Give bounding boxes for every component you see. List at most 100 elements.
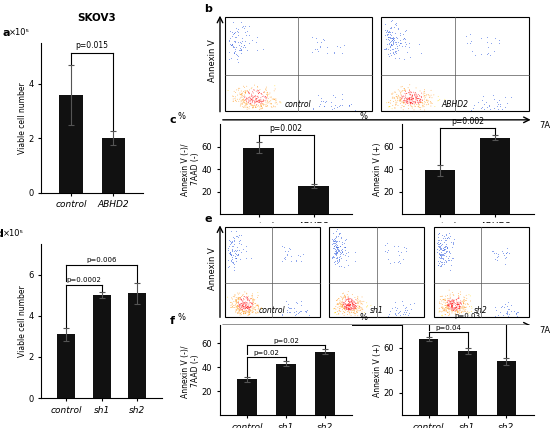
Point — [354, 296, 362, 303]
Point — [382, 31, 391, 38]
Point — [399, 99, 408, 106]
Point — [237, 303, 246, 310]
Point — [236, 18, 245, 25]
Point — [316, 44, 325, 51]
Point — [442, 231, 450, 238]
Point — [437, 255, 446, 262]
Point — [437, 262, 446, 268]
Point — [349, 297, 358, 304]
Point — [248, 98, 257, 105]
Point — [453, 300, 461, 307]
Point — [403, 96, 411, 103]
Point — [384, 256, 393, 263]
Point — [332, 246, 341, 253]
Point — [384, 36, 393, 43]
Point — [340, 305, 349, 312]
Point — [284, 304, 293, 311]
Point — [446, 294, 455, 301]
Point — [285, 308, 294, 315]
Point — [496, 101, 505, 108]
Point — [238, 307, 247, 314]
Point — [381, 36, 390, 42]
Point — [404, 105, 413, 112]
Point — [439, 233, 448, 240]
Point — [246, 295, 255, 302]
Point — [240, 293, 249, 300]
Point — [262, 95, 271, 102]
Point — [241, 308, 250, 315]
Point — [422, 97, 431, 104]
Point — [388, 35, 397, 42]
Point — [444, 303, 453, 310]
Point — [239, 309, 248, 316]
Bar — [458, 351, 477, 415]
Point — [395, 94, 404, 101]
Point — [227, 239, 235, 246]
Point — [344, 302, 353, 309]
Point — [234, 85, 243, 92]
Point — [262, 95, 271, 101]
Point — [384, 53, 393, 59]
Point — [387, 36, 396, 43]
Point — [333, 104, 342, 111]
Point — [246, 95, 255, 102]
Point — [442, 253, 450, 259]
Point — [249, 94, 258, 101]
Point — [246, 100, 255, 107]
Point — [394, 42, 403, 48]
Point — [341, 294, 350, 301]
Point — [278, 242, 287, 249]
Point — [436, 255, 445, 262]
Point — [243, 304, 251, 311]
Point — [263, 98, 272, 105]
Point — [233, 247, 241, 253]
Point — [232, 86, 241, 93]
Point — [254, 97, 263, 104]
Point — [492, 253, 501, 260]
Point — [294, 251, 302, 258]
Point — [436, 242, 445, 249]
Point — [319, 36, 328, 43]
Point — [287, 304, 295, 311]
Point — [427, 87, 436, 94]
Point — [393, 94, 402, 101]
Point — [292, 300, 301, 306]
Point — [412, 93, 421, 100]
Point — [443, 302, 452, 309]
Point — [411, 92, 420, 99]
Point — [251, 306, 260, 313]
Point — [440, 244, 449, 251]
Point — [349, 300, 358, 306]
Y-axis label: Viable cell number: Viable cell number — [18, 82, 27, 154]
Point — [346, 301, 355, 308]
Point — [235, 294, 244, 301]
Point — [342, 303, 350, 310]
Point — [258, 105, 267, 112]
Point — [262, 86, 271, 92]
Point — [453, 312, 462, 318]
Point — [257, 105, 266, 112]
Point — [332, 306, 340, 312]
Point — [402, 303, 410, 310]
Point — [383, 239, 392, 246]
Point — [387, 38, 395, 45]
Point — [254, 303, 263, 310]
Point — [252, 309, 261, 315]
Point — [233, 299, 242, 306]
Point — [238, 303, 247, 310]
Point — [450, 305, 459, 312]
Point — [329, 249, 338, 256]
Point — [448, 255, 457, 262]
Point — [495, 36, 504, 43]
Point — [434, 253, 443, 260]
Point — [237, 248, 246, 255]
Point — [329, 306, 338, 312]
Point — [443, 301, 452, 308]
Point — [351, 305, 360, 312]
Point — [425, 92, 433, 99]
Point — [491, 313, 499, 320]
Point — [234, 42, 243, 48]
Point — [244, 304, 252, 311]
Point — [232, 299, 240, 306]
Point — [442, 249, 450, 256]
